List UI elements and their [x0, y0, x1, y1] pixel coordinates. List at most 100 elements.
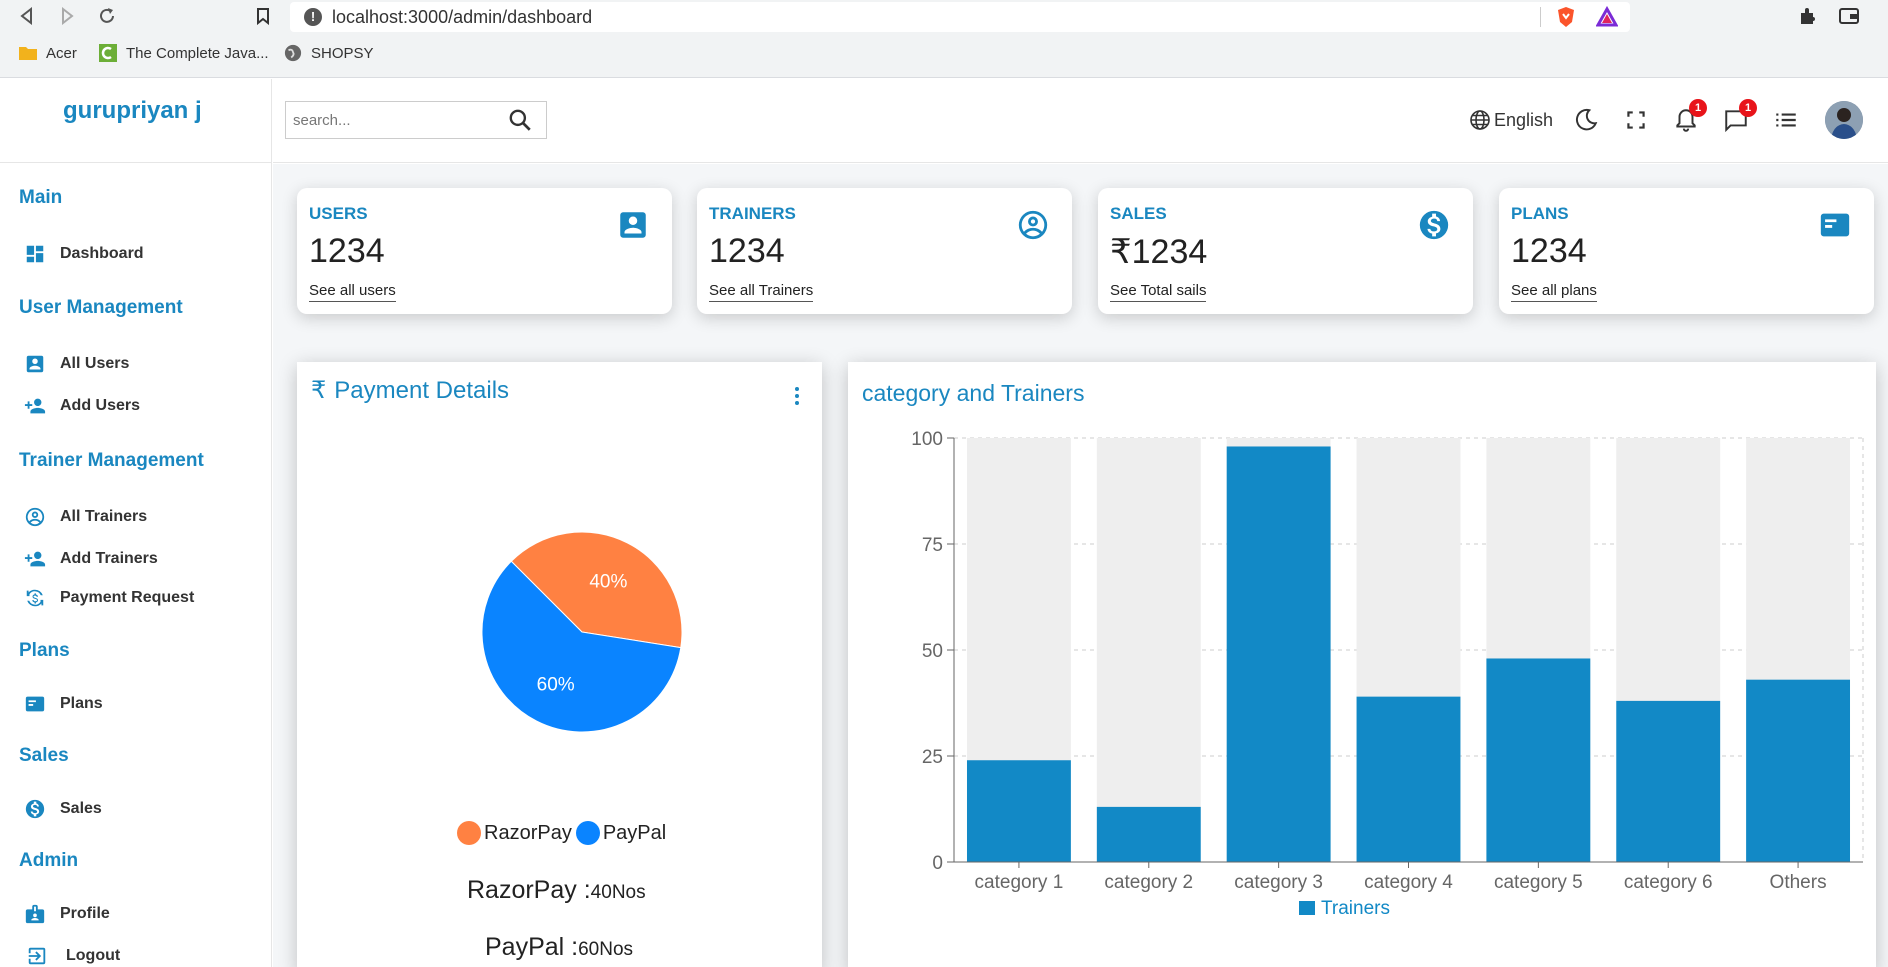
trainers-card: TRAINERS 1234 See all Trainers [697, 188, 1072, 314]
dark-mode-icon[interactable] [1573, 107, 1599, 133]
bookmark-icon[interactable] [250, 3, 276, 29]
legend-swatch-razorpay [457, 821, 481, 845]
logout-icon [28, 947, 46, 965]
wallet-icon[interactable] [1838, 5, 1860, 27]
chart-title: category and Trainers [862, 380, 1085, 406]
pie-slice-razorpay[interactable] [510, 531, 683, 649]
card-title: USERS [309, 204, 368, 223]
badge-icon [25, 904, 45, 924]
section-trainer-management: Trainer Management [19, 450, 204, 471]
section-user-management: User Management [19, 297, 183, 318]
pie-slice-paypal[interactable] [481, 560, 682, 733]
bar-category-2[interactable] [1096, 806, 1201, 862]
card-value: ₹1234 [1110, 233, 1208, 271]
payment-pie-chart: 40% 60% [481, 531, 683, 733]
y-tick-label: 0 [932, 853, 943, 874]
main-content: USERS 1234 See all users TRAINERS 1234 S… [273, 164, 1888, 967]
notifications-button[interactable]: 1 [1673, 99, 1707, 133]
bookmark-acer[interactable]: Acer [18, 44, 77, 62]
sidebar-item-payment-request[interactable]: Payment Request [24, 587, 194, 609]
payment-details-panel: ₹ Payment Details 40% 60% RazorPay PayPal… [297, 362, 822, 967]
sidebar-item-all-users[interactable]: All Users [24, 353, 129, 375]
legend-swatch-trainers[interactable] [1299, 901, 1315, 915]
y-tick-label: 25 [922, 747, 943, 768]
top-navbar: English 1 1 [273, 79, 1888, 163]
x-tick-label: category 1 [975, 872, 1064, 893]
folder-icon [19, 47, 37, 60]
sidebar-item-profile[interactable]: Profile [24, 903, 110, 925]
card-title: PLANS [1511, 204, 1569, 223]
search-icon[interactable] [507, 107, 533, 133]
bookmark-java[interactable]: The Complete Java... [98, 44, 269, 62]
dollar-icon [25, 799, 45, 819]
avatar[interactable] [1825, 101, 1863, 139]
see-all-trainers-link[interactable]: See all Trainers [709, 282, 814, 302]
bookmarks-bar: Acer The Complete Java... SHOPSY [0, 32, 1888, 78]
person-add-icon [24, 551, 46, 567]
bar-category-3[interactable] [1226, 446, 1331, 862]
brave-shield-icon[interactable] [1555, 6, 1577, 28]
brand-name: gurupriyan j [63, 97, 202, 124]
x-tick-label: category 5 [1494, 872, 1583, 893]
x-tick-label: category 6 [1624, 872, 1713, 893]
bar-others[interactable] [1746, 679, 1851, 862]
sidebar-item-logout[interactable]: Logout [26, 945, 120, 967]
address-bar[interactable]: ! localhost:3000/admin/dashboard [290, 2, 1630, 32]
paypal-count: PayPal :60Nos [485, 933, 634, 961]
dashboard-icon [26, 245, 44, 263]
fullscreen-icon[interactable] [1623, 107, 1649, 133]
pie-label-razorpay: 40% [589, 571, 627, 592]
users-card: USERS 1234 See all users [297, 188, 672, 314]
see-all-users-link[interactable]: See all users [309, 282, 396, 302]
messages-button[interactable]: 1 [1723, 99, 1757, 133]
legend-swatch-paypal [575, 821, 600, 845]
bar-category-4[interactable] [1356, 696, 1461, 862]
reload-icon[interactable] [94, 3, 120, 29]
legend-label-razorpay: RazorPay [484, 821, 572, 844]
bar-category-5[interactable] [1486, 658, 1591, 862]
sidebar-item-all-trainers[interactable]: All Trainers [24, 506, 147, 528]
brand-logo[interactable]: gurupriyan j [0, 79, 272, 163]
card-value: 1234 [709, 232, 785, 270]
sidebar: gurupriyan j Main Dashboard User Managem… [0, 79, 272, 967]
card-icon [1820, 213, 1850, 237]
sales-card: SALES ₹1234 See Total sails [1098, 188, 1473, 314]
legend-label-trainers[interactable]: Trainers [1321, 898, 1390, 919]
url-text: localhost:3000/admin/dashboard [332, 7, 593, 27]
sidebar-item-plans[interactable]: Plans [24, 693, 103, 715]
sidebar-item-add-users[interactable]: Add Users [24, 395, 140, 417]
extensions-icon[interactable] [1796, 5, 1818, 27]
card-icon [25, 696, 45, 712]
site-info-icon[interactable]: ! [304, 8, 322, 26]
see-total-sales-link[interactable]: See Total sails [1110, 282, 1207, 302]
brave-rewards-icon[interactable] [1596, 6, 1618, 28]
y-tick-label: 100 [911, 429, 943, 450]
currency-exchange-icon [26, 589, 44, 607]
sidebar-item-sales[interactable]: Sales [24, 798, 102, 820]
x-tick-label: category 2 [1104, 872, 1193, 893]
person-add-icon [24, 398, 46, 414]
globe-icon [284, 44, 302, 62]
sidebar-item-add-trainers[interactable]: Add Trainers [24, 548, 158, 570]
search-input[interactable] [286, 103, 501, 137]
language-selector[interactable]: English [1468, 108, 1553, 132]
bar-category-6[interactable] [1616, 700, 1721, 862]
notification-badge: 1 [1689, 99, 1707, 117]
section-plans: Plans [19, 640, 70, 661]
list-icon[interactable] [1773, 107, 1799, 133]
more-options-icon[interactable] [794, 386, 800, 406]
sidebar-item-dashboard[interactable]: Dashboard [24, 243, 144, 265]
category-trainers-panel: category and Trainers 0 25 50 75 100 category… [848, 362, 1876, 967]
bar-category-1[interactable] [966, 760, 1071, 862]
browser-toolbar: ! localhost:3000/admin/dashboard [0, 0, 1888, 32]
back-icon[interactable] [14, 3, 40, 29]
account-circle-icon [1018, 210, 1048, 240]
user-box-icon [620, 212, 646, 238]
see-all-plans-link[interactable]: See all plans [1511, 282, 1597, 302]
dollar-icon [1419, 210, 1449, 240]
message-badge: 1 [1739, 99, 1757, 117]
card-value: 1234 [309, 232, 385, 270]
category-bar-chart: 0 25 50 75 100 category 1 category 2 category 3… [911, 429, 1864, 919]
forward-icon[interactable] [54, 3, 80, 29]
bookmark-shopsy[interactable]: SHOPSY [283, 44, 374, 62]
